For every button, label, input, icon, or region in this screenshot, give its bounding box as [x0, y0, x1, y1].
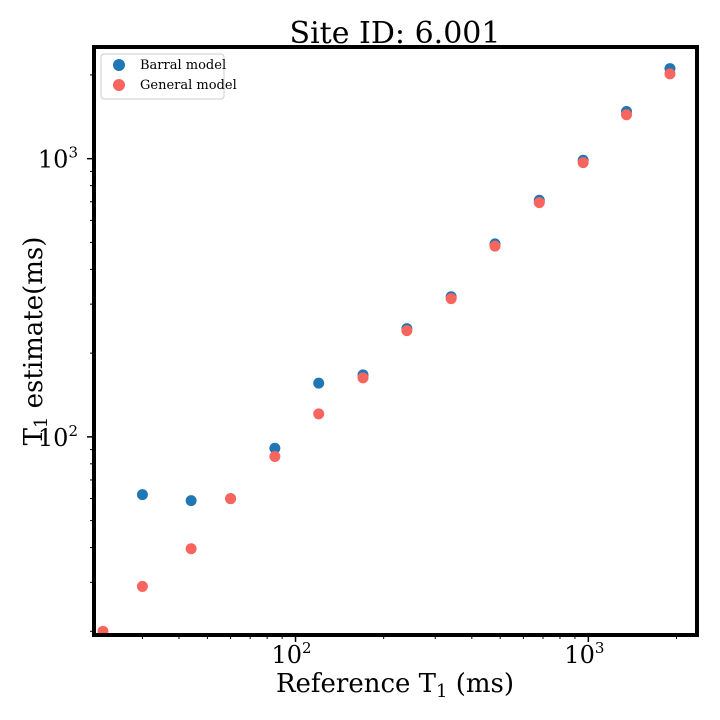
point-general-model	[489, 240, 501, 252]
point-barral-model	[136, 489, 148, 501]
point-general-model	[621, 109, 633, 121]
tick-label-exponent: 3	[595, 639, 605, 657]
tick-label-exponent: 2	[302, 639, 312, 657]
point-general-model	[269, 451, 281, 462]
point-general-model	[225, 493, 237, 505]
x-axis-label-tail: (ms)	[447, 669, 514, 699]
point-barral-model	[269, 442, 281, 454]
tick-label-exponent: 3	[68, 144, 78, 162]
point-barral-model	[185, 495, 197, 507]
y-axis-label-tail: estimate(ms)	[19, 237, 49, 417]
legend-box	[100, 53, 225, 100]
point-general-model	[445, 293, 457, 305]
legend: Barral model General model	[100, 53, 237, 100]
point-general-model	[357, 372, 369, 384]
point-general-model	[664, 68, 676, 80]
y-tick-label: 103	[38, 144, 78, 174]
x-axis-label-main: Reference T	[276, 669, 437, 699]
point-general-model	[533, 197, 545, 209]
point-general-model	[313, 408, 325, 420]
data-points	[97, 63, 676, 637]
point-general-model	[401, 325, 413, 337]
tick-label-base: 10	[271, 641, 302, 669]
tick-label-base: 10	[564, 641, 595, 669]
y-axis-label-main: T	[19, 427, 49, 445]
legend-label-barral: Barral model	[140, 58, 226, 73]
x-tick-label: 102	[271, 639, 311, 669]
y-axis-label: T1 estimate(ms)	[19, 237, 52, 446]
x-tick-label: 103	[564, 639, 604, 669]
point-general-model	[185, 543, 197, 555]
plot-frame	[92, 45, 699, 637]
point-barral-model	[313, 377, 325, 389]
plot-area	[87, 45, 699, 642]
point-general-model	[136, 580, 148, 592]
x-axis-label-sub: 1	[436, 681, 447, 702]
point-general-model	[577, 157, 589, 169]
tick-label-base: 10	[38, 424, 69, 452]
tick-label-exponent: 2	[68, 422, 78, 440]
tick-label-base: 10	[38, 146, 69, 174]
legend-marker-barral	[113, 59, 125, 71]
legend-label-general: General model	[140, 78, 237, 93]
y-tick-label: 102	[38, 422, 78, 452]
legend-marker-general	[113, 79, 125, 91]
x-axis-label: Reference T1 (ms)	[276, 669, 514, 702]
y-axis-label-sub: 1	[31, 417, 52, 428]
